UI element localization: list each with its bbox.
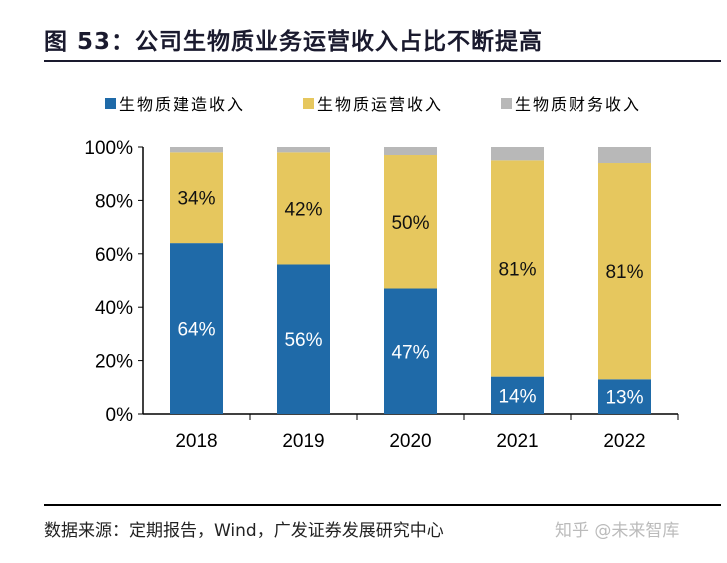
bar-segment bbox=[384, 155, 437, 289]
bar-segment bbox=[277, 152, 330, 265]
data-label: 81% bbox=[498, 259, 536, 280]
bar-segment bbox=[598, 163, 651, 380]
data-label: 56% bbox=[284, 330, 322, 351]
bar-segment bbox=[170, 147, 223, 153]
source-divider bbox=[44, 504, 721, 506]
figure-title: 图 53：公司生物质业务运营收入占比不断提高 bbox=[44, 29, 544, 55]
data-label: 42% bbox=[284, 199, 322, 220]
x-tick-label: 2018 bbox=[175, 431, 217, 452]
legend-swatch bbox=[105, 98, 116, 109]
x-tick-label: 2021 bbox=[496, 431, 538, 452]
bar-segment bbox=[598, 379, 651, 414]
data-label: 13% bbox=[605, 388, 643, 409]
y-tick-label: 20% bbox=[95, 352, 133, 373]
data-label: 34% bbox=[177, 189, 215, 210]
legend-label: 生物质运营收入 bbox=[317, 95, 443, 114]
legend-swatch bbox=[303, 98, 314, 109]
bar-segment bbox=[384, 147, 437, 156]
data-label: 64% bbox=[177, 320, 215, 341]
data-label: 14% bbox=[498, 386, 536, 407]
legend-label: 生物质财务收入 bbox=[515, 95, 641, 114]
bar-segment bbox=[384, 288, 437, 414]
data-label: 81% bbox=[605, 262, 643, 283]
bar-segment bbox=[491, 160, 544, 377]
source-note: 数据来源：定期报告，Wind，广发证券发展研究中心 bbox=[44, 521, 444, 541]
watermark: 知乎 @未来智库 bbox=[555, 521, 680, 541]
y-tick-label: 100% bbox=[84, 138, 133, 159]
data-label: 50% bbox=[391, 213, 429, 234]
bar-segment bbox=[598, 147, 651, 164]
bar-segment bbox=[491, 147, 544, 161]
x-tick-label: 2019 bbox=[282, 431, 324, 452]
y-tick-label: 60% bbox=[95, 245, 133, 266]
x-tick-label: 2022 bbox=[603, 431, 645, 452]
bar-segment bbox=[277, 264, 330, 414]
y-tick-label: 80% bbox=[95, 191, 133, 212]
x-tick-label: 2020 bbox=[389, 431, 431, 452]
title-divider bbox=[44, 60, 721, 62]
data-label: 47% bbox=[391, 342, 429, 363]
bar-segment bbox=[491, 376, 544, 414]
y-tick-label: 40% bbox=[95, 298, 133, 319]
bar-segment bbox=[277, 147, 330, 153]
legend-swatch bbox=[501, 98, 512, 109]
y-tick-label: 0% bbox=[106, 405, 134, 426]
bar-segment bbox=[170, 243, 223, 414]
bar-segment bbox=[170, 152, 223, 244]
legend-label: 生物质建造收入 bbox=[119, 95, 245, 114]
